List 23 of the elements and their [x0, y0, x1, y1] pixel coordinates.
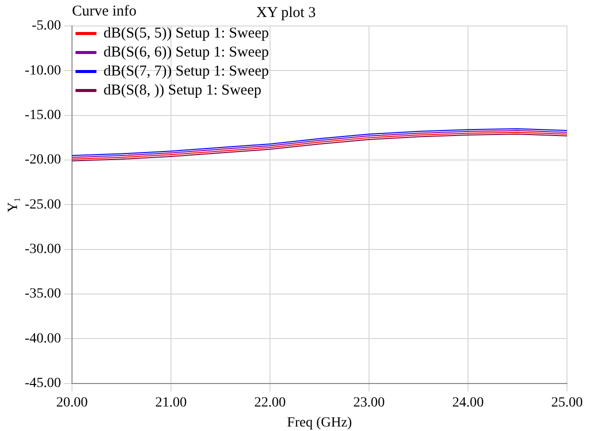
y-tick-label: -35.00 — [24, 286, 61, 302]
y-tick-label: -40.00 — [24, 331, 61, 346]
y-tick-label: -5.00 — [32, 18, 61, 34]
legend-label: dB(S(7, 7)) Setup 1: Sweep — [103, 63, 269, 80]
x-tick-label: 23.00 — [353, 395, 385, 410]
y-tick-label: -20.00 — [24, 152, 61, 168]
x-tick-label: 21.00 — [155, 395, 187, 410]
y-tick-label: -30.00 — [24, 242, 61, 258]
y-tick-label: -15.00 — [24, 108, 61, 124]
x-tick-label: 24.00 — [452, 395, 484, 410]
y-tick-label: -25.00 — [24, 197, 61, 212]
legend-label: dB(S(8, )) Setup 1: Sweep — [103, 82, 262, 98]
legend-label: dB(S(6, 6)) Setup 1: Sweep — [103, 44, 269, 60]
legend-label: dB(S(5, 5)) Setup 1: Sweep — [103, 25, 269, 42]
y-tick-label: -45.00 — [24, 376, 61, 392]
x-tick-label: 20.00 — [56, 395, 88, 410]
x-tick-label: 25.00 — [551, 395, 583, 410]
y-tick-label: -10.00 — [24, 63, 61, 78]
x-tick-label: 22.00 — [254, 395, 286, 410]
y-axis-title: Y₁ — [6, 197, 22, 212]
x-axis-title: Freq (GHz) — [287, 415, 352, 430]
chart-title: XY plot 3 — [256, 4, 316, 21]
legend-title: Curve info — [72, 3, 137, 20]
